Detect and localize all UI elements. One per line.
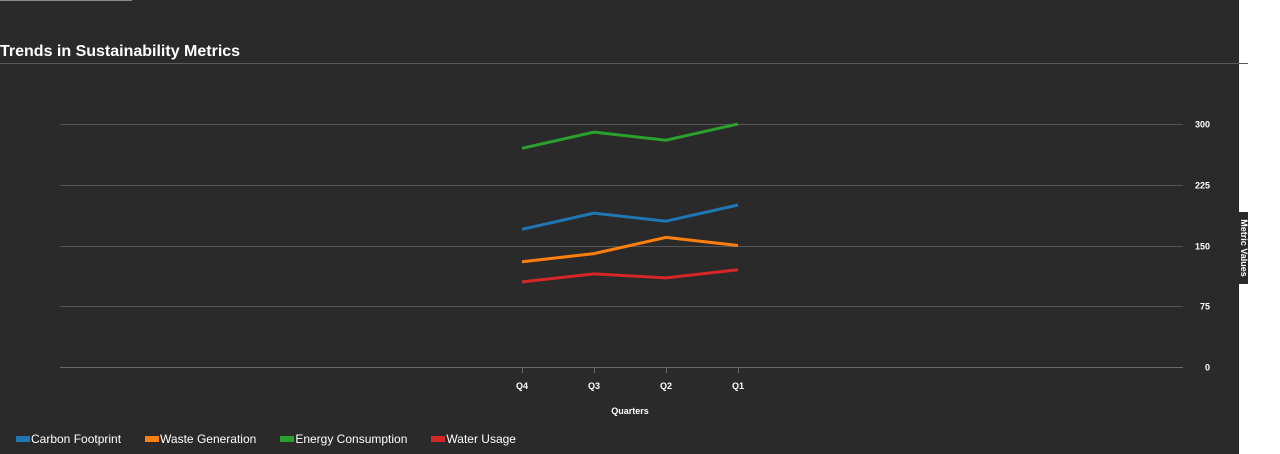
y-tick-label-225: 225 — [1195, 181, 1210, 191]
chart-canvas: 0 75 150 225 300 Q4 Q3 Q2 Q1 Quarters — [60, 120, 1210, 416]
title-divider — [0, 63, 1239, 64]
y-axis-label-tab: Metric Values — [1239, 212, 1248, 284]
legend-label-water-usage: Water Usage — [446, 432, 516, 446]
x-tick-label-q2: Q2 — [660, 381, 672, 391]
legend-label-energy-consumption: Energy Consumption — [295, 432, 408, 446]
x-tick-labels: Q4 Q3 Q2 Q1 — [516, 367, 744, 391]
legend-item-carbon-footprint[interactable]: Carbon Footprint — [16, 432, 121, 446]
top-tab-indicator — [0, 0, 132, 1]
series-line-waste-generation[interactable] — [521, 235, 739, 264]
y-tick-labels: 0 75 150 225 300 — [1195, 120, 1210, 373]
y-tick-label-0: 0 — [1205, 363, 1210, 373]
x-tick-label-q3: Q3 — [588, 381, 600, 391]
legend-swatch-waste-generation — [145, 436, 160, 442]
series-line-carbon-footprint[interactable] — [521, 203, 739, 231]
legend-item-waste-generation[interactable]: Waste Generation — [145, 432, 256, 446]
gridlines — [60, 124, 1183, 368]
y-tick-label-150: 150 — [1195, 242, 1210, 252]
axis-edge-tick — [1239, 63, 1248, 64]
legend-swatch-energy-consumption — [280, 436, 295, 442]
x-tick-label-q1: Q1 — [732, 381, 744, 391]
y-axis-label: Metric Values — [1239, 219, 1248, 277]
y-tick-label-300: 300 — [1195, 120, 1210, 130]
x-tick-label-q4: Q4 — [516, 381, 528, 391]
x-axis-label: Quarters — [611, 406, 649, 416]
legend-swatch-carbon-footprint — [16, 436, 30, 442]
legend-label-waste-generation: Waste Generation — [160, 432, 257, 446]
y-tick-label-75: 75 — [1200, 302, 1210, 312]
legend-swatch-water-usage — [431, 436, 446, 442]
legend-item-energy-consumption[interactable]: Energy Consumption — [280, 432, 407, 446]
chart-title: Trends in Sustainability Metrics — [0, 43, 241, 60]
series-line-energy-consumption[interactable] — [521, 122, 739, 150]
legend: Carbon Footprint Waste Generation Energy… — [16, 432, 516, 446]
legend-item-water-usage[interactable]: Water Usage — [431, 432, 516, 446]
series-line-water-usage[interactable] — [521, 268, 739, 284]
chart-panel: Trends in Sustainability Metrics 0 75 150 2… — [0, 0, 1239, 454]
series-lines — [521, 122, 739, 284]
legend-label-carbon-footprint: Carbon Footprint — [31, 432, 122, 446]
